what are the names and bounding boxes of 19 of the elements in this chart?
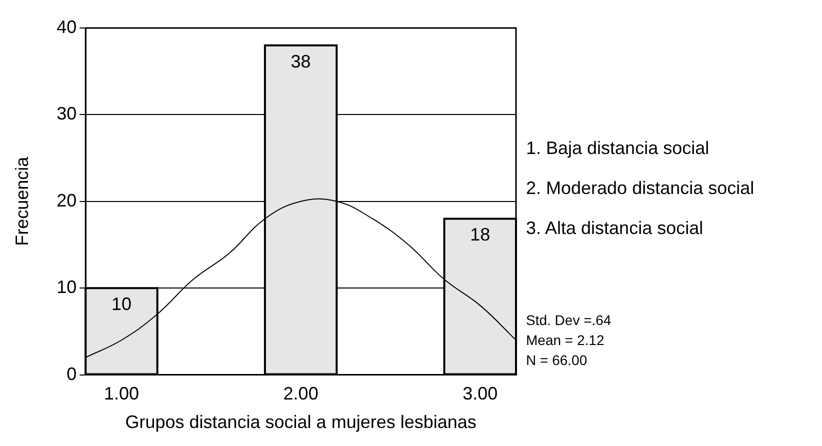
text: N = 66.00 — [526, 351, 588, 370]
y-tick-label: 40 — [56, 16, 77, 37]
text: 3. Alta distancia social — [526, 217, 704, 240]
x-tick-label: 3.00 — [462, 384, 498, 404]
x-tick-label: 1.00 — [104, 384, 140, 404]
text: Std. Dev =.64 — [526, 311, 612, 330]
y-tick-label: 0 — [66, 364, 77, 384]
y-axis-title: Frecuencia — [12, 156, 32, 246]
text: 2. Moderado distancia social — [526, 177, 754, 200]
data-label: 18 — [470, 224, 490, 245]
y-tick-label: 10 — [56, 277, 77, 298]
data-label: 10 — [111, 294, 132, 314]
data-label: 38 — [290, 51, 311, 72]
text: 1. Baja distancia social — [526, 137, 710, 160]
x-axis-title: Grupos distancia social a mujeres lesbianas — [125, 412, 476, 432]
y-tick-label: 20 — [56, 190, 77, 210]
x-tick-label: 2.00 — [283, 384, 318, 404]
y-tick-label: 30 — [56, 104, 77, 124]
text: Mean = 2.12 — [526, 331, 606, 350]
